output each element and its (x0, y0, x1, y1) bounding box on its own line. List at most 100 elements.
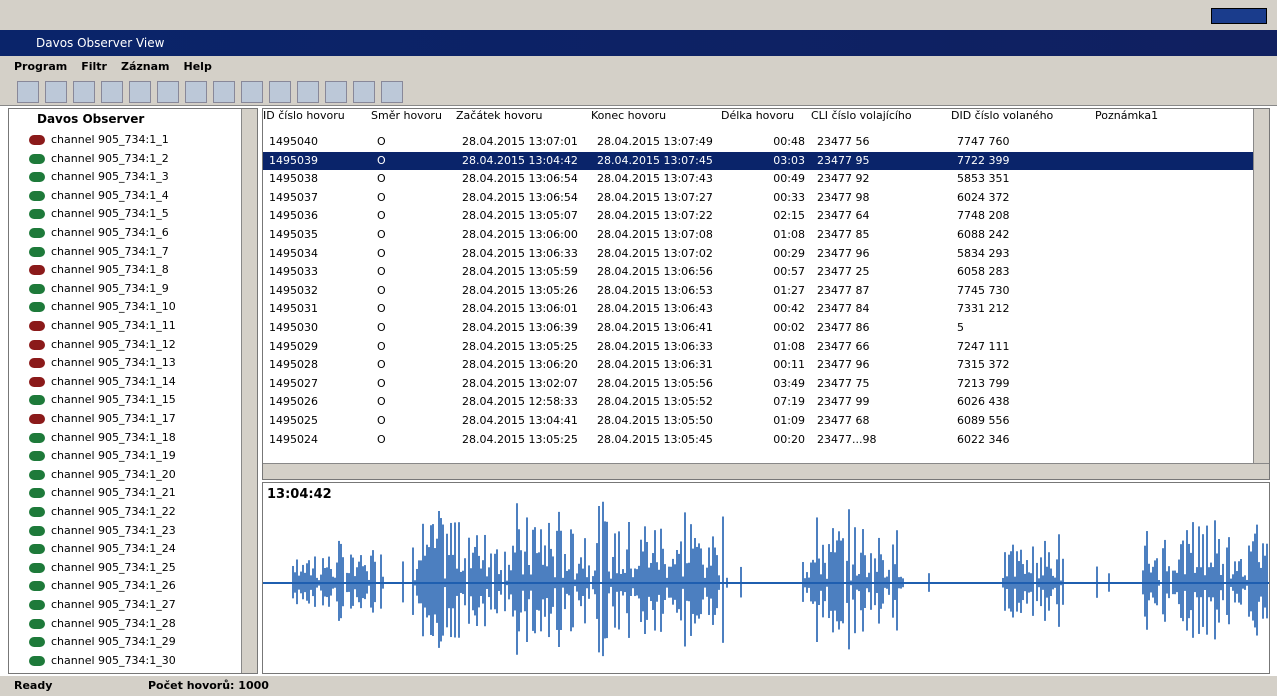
table-row[interactable]: 1495033 O 28.04.2015 13:05:59 28.04.2015 13… (263, 263, 1253, 281)
channel-label: channel 905_734:1_17 (51, 412, 176, 425)
tool-button[interactable] (185, 81, 207, 103)
channel-label: channel 905_734:1_19 (51, 449, 176, 463)
column-header[interactable]: CLI číslo volajícího (811, 109, 912, 122)
tree-item[interactable]: channel 905_734:1_21 (29, 484, 176, 502)
table-row[interactable]: 1495037 O 28.04.2015 13:06:54 28.04.2015 13… (263, 189, 1253, 207)
tree-item[interactable]: channel 905_734:1_8 (29, 261, 169, 279)
tree-item[interactable]: channel 905_734:1_3 (29, 168, 169, 186)
table-row[interactable]: 1495039 O 28.04.2015 13:04:42 28.04.2015 13… (263, 151, 1253, 170)
tool-button[interactable] (101, 81, 123, 103)
tree-root[interactable]: Davos Observer (37, 112, 145, 126)
tree-item[interactable]: channel 905_734:1_6 (29, 224, 169, 242)
tree-item[interactable]: channel 905_734:1_24 (29, 540, 176, 558)
tree-item[interactable]: channel 905_734:1_2 (29, 150, 169, 168)
table-cell: 28.04.2015 13:07:45 (597, 153, 713, 167)
tree-item[interactable]: channel 905_734:1_25 (29, 559, 176, 577)
table-cell: 1495032 (269, 283, 318, 297)
table-row[interactable]: 1495040 O 28.04.2015 13:07:01 28.04.2015 13… (263, 133, 1253, 151)
channel-label: channel 905_734:1_24 (51, 542, 176, 556)
tool-button[interactable] (73, 81, 95, 103)
column-header[interactable]: Konec hovoru (591, 109, 667, 122)
tree-item[interactable]: channel 905_734:1_27 (29, 596, 176, 614)
column-header[interactable]: Poznámka1 (1095, 109, 1159, 122)
scrollbar[interactable] (241, 109, 257, 673)
channel-icon (29, 581, 45, 592)
v-scrollbar[interactable] (1253, 109, 1269, 463)
table-row[interactable]: 1495025 O 28.04.2015 13:04:41 28.04.2015 13… (263, 412, 1253, 430)
table-cell: 28.04.2015 13:05:59 (462, 265, 578, 279)
column-header[interactable]: Směr hovoru (371, 109, 442, 122)
h-scrollbar[interactable] (263, 463, 1269, 479)
tool-button[interactable] (213, 81, 235, 103)
tree-item[interactable]: channel 905_734:1_19 (29, 447, 176, 465)
channel-icon (29, 246, 45, 257)
tree-item[interactable]: channel 905_734:1_11 (29, 317, 176, 335)
tool-button[interactable] (325, 81, 347, 103)
tree-item[interactable]: channel 905_734:1_7 (29, 243, 169, 261)
tree-item[interactable]: channel 905_734:1_1 (29, 131, 169, 149)
tree-item[interactable]: channel 905_734:1_30 (29, 652, 176, 670)
channel-label: channel 905_734:1_30 (51, 653, 176, 667)
menu-item[interactable]: Help (183, 60, 212, 73)
tool-button[interactable] (129, 81, 151, 103)
menu-item[interactable]: Program (14, 60, 68, 73)
menu-item[interactable]: Filtr (81, 60, 107, 73)
tree-item[interactable]: channel 905_734:1_17 (29, 410, 176, 428)
table-row[interactable]: 1495038 O 28.04.2015 13:06:54 28.04.2015 13… (263, 170, 1253, 188)
tree-item[interactable]: channel 905_734:1_5 (29, 205, 169, 223)
table-cell: 23477 96 (817, 358, 870, 372)
tree-item[interactable]: channel 905_734:1_22 (29, 503, 176, 521)
channel-icon (29, 172, 45, 183)
tool-button[interactable] (353, 81, 375, 103)
table-cell: 00:02 (773, 321, 805, 334)
table-row[interactable]: 1495029 O 28.04.2015 13:05:25 28.04.2015 13… (263, 338, 1253, 356)
column-header[interactable]: Začátek hovoru (456, 109, 543, 122)
tree-item[interactable]: channel 905_734:1_18 (29, 429, 176, 447)
tree-item[interactable]: channel 905_734:1_12 (29, 336, 176, 354)
menu-item[interactable]: Záznam (120, 60, 170, 73)
table-cell: 00:48 (773, 135, 805, 148)
tool-button[interactable] (17, 81, 39, 103)
column-header[interactable]: ID číslo hovoru (263, 109, 345, 122)
column-header[interactable]: Délka hovoru (721, 109, 795, 122)
tree-item[interactable]: channel 905_734:1_28 (29, 615, 176, 633)
table-row[interactable]: 1495036 O 28.04.2015 13:05:07 28.04.2015 13… (263, 207, 1253, 225)
table-row[interactable]: 1495031 O 28.04.2015 13:06:01 28.04.2015 13… (263, 300, 1253, 318)
table-row[interactable]: 1495034 O 28.04.2015 13:06:33 28.04.2015 13… (263, 245, 1253, 263)
table-cell: 28.04.2015 13:06:33 (462, 246, 578, 260)
tree-item[interactable]: channel 905_734:1_10 (29, 298, 176, 316)
channel-icon (29, 395, 45, 406)
tool-button[interactable] (381, 81, 403, 103)
channel-label: channel 905_734:1_6 (51, 226, 169, 239)
tree-item[interactable]: channel 905_734:1_26 (29, 577, 176, 595)
table-row[interactable]: 1495027 O 28.04.2015 13:02:07 28.04.2015 13… (263, 375, 1253, 393)
table-cell: O (377, 376, 386, 390)
table-row[interactable]: 1495035 O 28.04.2015 13:06:00 28.04.2015 13… (263, 226, 1253, 244)
tree-item[interactable]: channel 905_734:1_15 (29, 391, 176, 409)
table-cell: O (377, 283, 386, 297)
tool-button[interactable] (297, 81, 319, 103)
tree-item[interactable]: channel 905_734:1_29 (29, 633, 176, 651)
table-row[interactable]: 1495032 O 28.04.2015 13:05:26 28.04.2015 13… (263, 282, 1253, 300)
tree-item[interactable]: channel 905_734:1_13 (29, 354, 176, 372)
table-cell: 7315 372 (957, 358, 1010, 372)
table-cell: 28.04.2015 13:04:41 (462, 414, 578, 427)
table-row[interactable]: 1495024 O 28.04.2015 13:05:25 28.04.2015 13… (263, 431, 1253, 449)
window-controls[interactable] (1211, 8, 1267, 24)
tree-item[interactable]: channel 905_734:1_4 (29, 187, 169, 205)
tool-button[interactable] (157, 81, 179, 103)
tree-item[interactable]: channel 905_734:1_23 (29, 522, 176, 540)
table-row[interactable]: 1495030 O 28.04.2015 13:06:39 28.04.2015 13… (263, 319, 1253, 337)
tool-button[interactable] (45, 81, 67, 103)
table-row[interactable]: 1495028 O 28.04.2015 13:06:20 28.04.2015 13… (263, 356, 1253, 374)
column-header[interactable]: DID číslo volaného (951, 109, 1054, 122)
tree-item[interactable]: channel 905_734:1_14 (29, 373, 176, 391)
table-cell: O (377, 432, 386, 446)
tree-item[interactable]: channel 905_734:1_9 (29, 280, 169, 298)
table-row[interactable]: 1495026 O 28.04.2015 12:58:33 28.04.2015 13… (263, 393, 1253, 411)
tool-button[interactable] (269, 81, 291, 103)
status-text: Ready (14, 679, 53, 692)
tool-button[interactable] (241, 81, 263, 103)
channel-label: channel 905_734:1_3 (51, 170, 169, 184)
tree-item[interactable]: channel 905_734:1_20 (29, 466, 176, 484)
